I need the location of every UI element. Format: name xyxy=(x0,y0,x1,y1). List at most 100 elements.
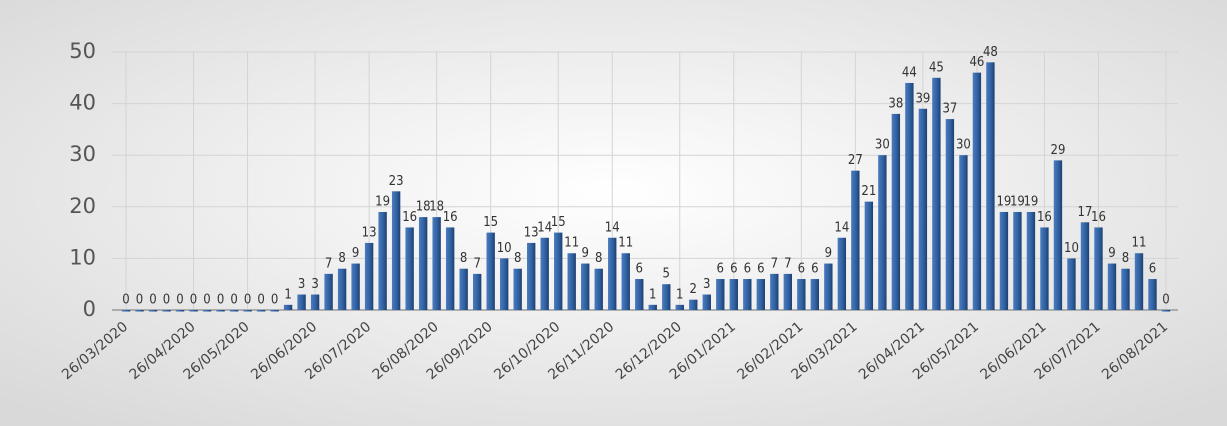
bar xyxy=(432,217,441,310)
bar xyxy=(608,237,617,310)
data-label: 29 xyxy=(1051,143,1066,158)
data-label: 9 xyxy=(581,246,588,261)
bar xyxy=(148,310,158,312)
data-label: 11 xyxy=(618,236,633,251)
bar xyxy=(1067,258,1076,310)
data-label: 8 xyxy=(1122,251,1129,266)
data-label: 6 xyxy=(757,262,764,277)
bar xyxy=(972,72,982,310)
data-label: 0 xyxy=(122,293,129,308)
bar xyxy=(621,253,630,310)
bar xyxy=(878,155,887,310)
data-label: 10 xyxy=(497,241,512,256)
bar xyxy=(702,294,711,310)
bar xyxy=(256,310,266,312)
bar xyxy=(486,232,495,310)
bar xyxy=(243,310,252,312)
data-label: 14 xyxy=(834,220,849,235)
y-tick-label: 10 xyxy=(69,245,96,269)
data-label: 19 xyxy=(1010,194,1025,209)
bar xyxy=(135,310,144,312)
bar xyxy=(121,310,131,312)
bar xyxy=(837,237,847,310)
data-label: 10 xyxy=(1064,241,1079,256)
bar xyxy=(459,268,468,310)
data-label: 3 xyxy=(298,277,305,292)
data-label: 9 xyxy=(825,246,832,261)
data-label: 9 xyxy=(1108,246,1115,261)
bar xyxy=(216,310,225,312)
data-label: 30 xyxy=(956,138,971,153)
bar xyxy=(378,211,387,310)
bar xyxy=(689,299,698,310)
bar xyxy=(675,304,684,310)
data-label: 0 xyxy=(136,293,143,308)
data-label: 23 xyxy=(389,174,404,189)
data-label: 27 xyxy=(848,153,863,168)
data-label: 0 xyxy=(203,293,210,308)
data-label: 17 xyxy=(1078,205,1093,220)
data-label: 14 xyxy=(605,220,620,235)
data-label: 19 xyxy=(1023,194,1038,209)
data-label: 0 xyxy=(1162,293,1169,308)
data-label: 1 xyxy=(649,287,656,302)
bar xyxy=(1053,160,1063,310)
data-label: 1 xyxy=(284,287,291,302)
data-label: 37 xyxy=(942,102,957,117)
data-label: 8 xyxy=(460,251,467,266)
data-label: 0 xyxy=(217,293,224,308)
bar xyxy=(783,273,793,310)
bar xyxy=(1080,222,1090,310)
data-label: 14 xyxy=(537,220,552,235)
data-label: 9 xyxy=(352,246,359,261)
bar xyxy=(918,108,928,310)
bar xyxy=(905,82,914,311)
bar xyxy=(297,294,306,310)
bar xyxy=(162,310,171,312)
data-label: 0 xyxy=(176,293,183,308)
bar xyxy=(283,304,293,310)
data-label: 6 xyxy=(1149,262,1156,277)
bar xyxy=(527,242,536,310)
bar xyxy=(1161,310,1171,312)
data-label: 16 xyxy=(443,210,458,225)
bar xyxy=(391,191,401,310)
data-label: 11 xyxy=(564,236,579,251)
data-label: 7 xyxy=(771,256,778,271)
bar xyxy=(1040,227,1049,310)
bar xyxy=(1026,211,1036,310)
bar xyxy=(189,310,198,312)
bar xyxy=(959,155,968,310)
data-label: 6 xyxy=(811,262,818,277)
data-label: 3 xyxy=(311,277,318,292)
bar xyxy=(891,113,901,310)
bar xyxy=(756,279,765,310)
bar xyxy=(851,170,860,310)
data-label: 13 xyxy=(524,225,539,240)
bar xyxy=(540,237,549,310)
data-label: 1 xyxy=(676,287,683,302)
data-label: 0 xyxy=(163,293,170,308)
y-tick-label: 50 xyxy=(69,39,96,63)
bar xyxy=(499,258,509,310)
bar xyxy=(729,279,738,310)
bar xyxy=(1134,253,1144,310)
bar xyxy=(932,77,941,310)
data-label: 30 xyxy=(875,138,890,153)
bar xyxy=(270,310,279,312)
y-tick-label: 20 xyxy=(69,194,96,218)
data-label: 11 xyxy=(1132,236,1147,251)
data-label: 6 xyxy=(744,262,751,277)
data-label: 16 xyxy=(1037,210,1052,225)
data-label: 5 xyxy=(663,267,670,282)
bar xyxy=(405,227,414,310)
data-label: 0 xyxy=(257,293,264,308)
bar xyxy=(337,268,347,310)
data-label: 18 xyxy=(416,200,431,215)
data-label: 18 xyxy=(429,200,444,215)
data-label: 45 xyxy=(929,60,944,75)
data-label: 8 xyxy=(338,251,345,266)
data-label: 48 xyxy=(983,45,998,60)
bar xyxy=(472,273,482,310)
bar xyxy=(364,242,374,310)
